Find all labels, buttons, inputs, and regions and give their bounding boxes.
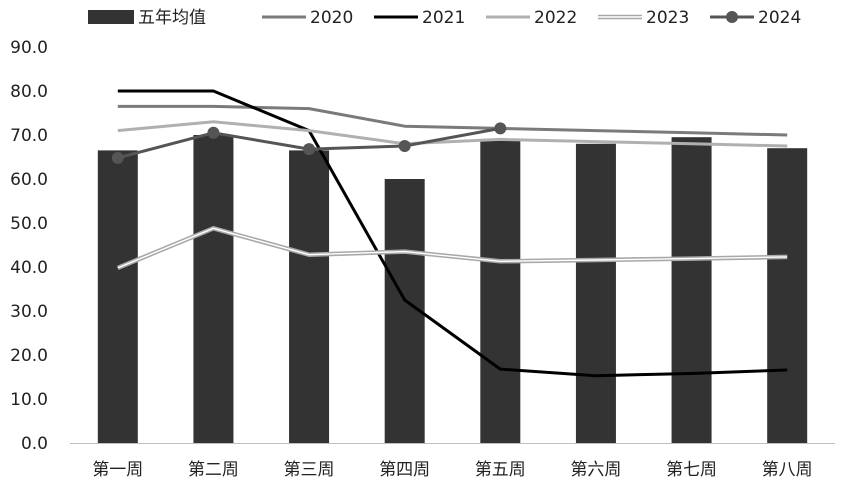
line-series xyxy=(111,89,788,378)
bar xyxy=(671,137,712,443)
bar xyxy=(767,148,808,443)
y-tick-label: 0.0 xyxy=(21,434,48,454)
x-tick-label: 第五周 xyxy=(475,460,526,480)
legend-label: 五年均值 xyxy=(138,8,206,28)
bar xyxy=(97,150,138,443)
y-tick-label: 50.0 xyxy=(10,214,48,234)
legend: 五年均值 2020 2021 2022 2023 2024 xyxy=(88,8,801,28)
legend-swatch-bar xyxy=(88,10,134,24)
series-2021 xyxy=(117,89,788,378)
x-axis: 第一周 第二周 第三周 第四周 第五周 第六周 第七周 第八周 xyxy=(70,443,835,480)
legend-label: 2021 xyxy=(422,8,465,28)
y-tick-label: 10.0 xyxy=(10,390,48,410)
x-tick-label: 第二周 xyxy=(188,460,239,480)
bar xyxy=(575,143,616,444)
legend-label: 2024 xyxy=(758,8,801,28)
series-line xyxy=(117,89,788,378)
y-tick-label: 60.0 xyxy=(10,170,48,190)
bar xyxy=(480,139,521,443)
legend-label: 2020 xyxy=(310,8,353,28)
x-tick-label: 第四周 xyxy=(379,460,430,480)
series-line-inner xyxy=(117,227,788,269)
y-tick-label: 40.0 xyxy=(10,258,48,278)
y-tick-label: 20.0 xyxy=(10,346,48,366)
legend-swatch-marker xyxy=(726,11,738,23)
legend-label: 2023 xyxy=(646,8,689,28)
series-2020 xyxy=(117,104,788,137)
series-2024 xyxy=(111,122,507,164)
x-tick-label: 第七周 xyxy=(666,460,717,480)
series-point xyxy=(398,140,411,152)
x-tick-label: 第三周 xyxy=(284,460,335,480)
bar xyxy=(289,150,330,443)
y-tick-label: 30.0 xyxy=(10,302,48,322)
series-point xyxy=(494,122,507,135)
series-2023 xyxy=(116,226,788,270)
series-2022 xyxy=(117,120,788,148)
series-line xyxy=(117,104,788,137)
y-tick-label: 70.0 xyxy=(10,126,48,146)
y-axis: 0.0 10.0 20.0 30.0 40.0 50.0 60.0 70.0 80.0 90.0 xyxy=(10,38,48,454)
bars-five-year-average xyxy=(97,135,808,444)
series-point xyxy=(111,151,124,164)
x-tick-label: 第八周 xyxy=(762,460,813,480)
legend-label: 2022 xyxy=(534,8,577,28)
y-tick-label: 90.0 xyxy=(10,38,48,58)
series-line xyxy=(117,120,788,148)
x-tick-label: 第一周 xyxy=(92,460,143,480)
series-point xyxy=(303,143,316,156)
bar xyxy=(193,135,234,443)
y-tick-label: 80.0 xyxy=(10,82,48,102)
series-point xyxy=(207,126,220,139)
x-tick-label: 第六周 xyxy=(570,460,621,480)
